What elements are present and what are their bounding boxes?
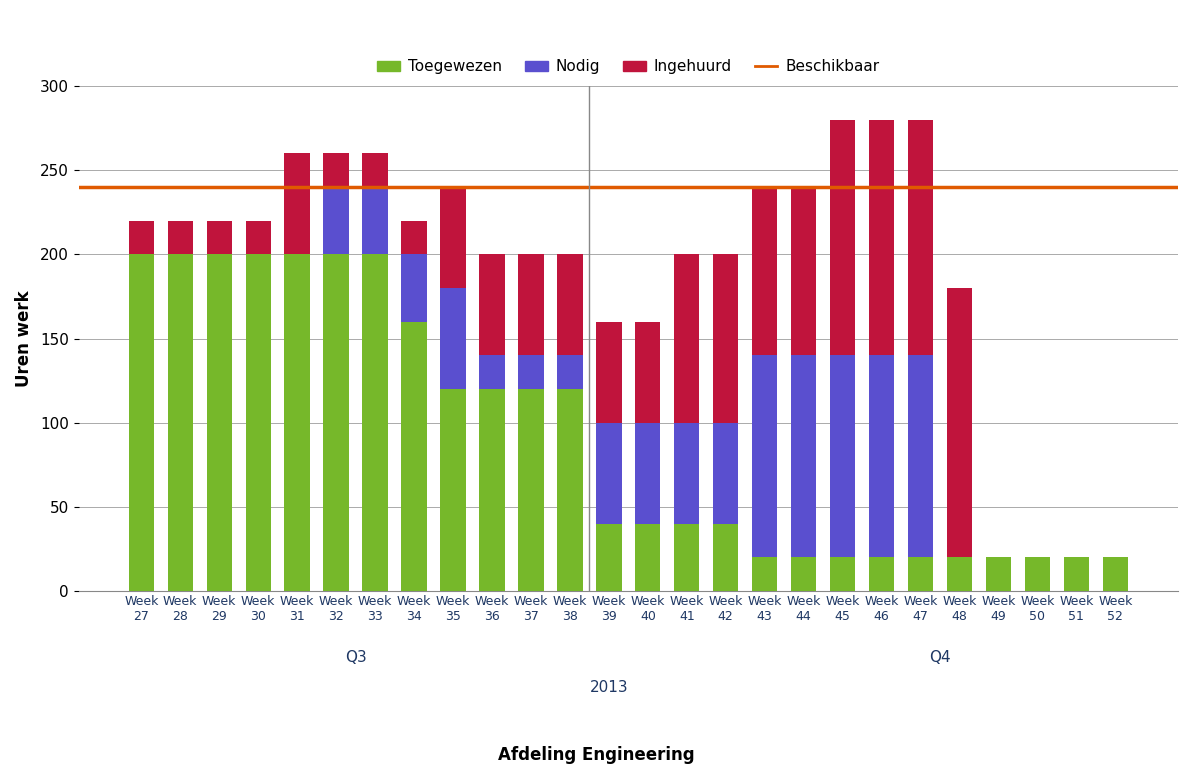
Bar: [1064, 557, 1089, 591]
Bar: [596, 524, 622, 591]
Bar: [830, 356, 855, 557]
Bar: [557, 254, 582, 356]
Bar: [518, 389, 544, 591]
Bar: [557, 356, 582, 389]
Bar: [635, 322, 661, 423]
Bar: [401, 254, 427, 322]
Bar: [206, 254, 231, 591]
Bar: [869, 557, 895, 591]
Y-axis label: Uren werk: Uren werk: [16, 291, 33, 387]
Bar: [791, 557, 816, 591]
Bar: [206, 221, 231, 254]
Text: Q3: Q3: [345, 650, 366, 665]
Bar: [869, 120, 895, 356]
Bar: [596, 423, 622, 524]
Legend: Toegewezen, Nodig, Ingehuurd, Beschikbaar: Toegewezen, Nodig, Ingehuurd, Beschikbaa…: [371, 53, 885, 81]
Text: Afdeling Engineering: Afdeling Engineering: [499, 746, 694, 763]
Bar: [284, 153, 310, 254]
Bar: [401, 221, 427, 254]
Bar: [480, 254, 505, 356]
Bar: [635, 524, 661, 591]
Bar: [518, 356, 544, 389]
Bar: [713, 423, 738, 524]
Bar: [869, 356, 895, 557]
Bar: [791, 187, 816, 356]
Bar: [363, 187, 388, 254]
Bar: [752, 356, 778, 557]
Bar: [674, 423, 699, 524]
Bar: [480, 356, 505, 389]
Text: Q4: Q4: [929, 650, 951, 665]
Bar: [323, 153, 348, 187]
Bar: [947, 557, 972, 591]
Bar: [830, 557, 855, 591]
Bar: [440, 187, 465, 288]
Bar: [1102, 557, 1129, 591]
Bar: [246, 254, 271, 591]
Bar: [752, 557, 778, 591]
Bar: [557, 389, 582, 591]
Bar: [674, 524, 699, 591]
Bar: [908, 356, 933, 557]
Bar: [985, 557, 1012, 591]
Bar: [440, 389, 465, 591]
Bar: [518, 254, 544, 356]
Bar: [713, 254, 738, 423]
Bar: [363, 254, 388, 591]
Bar: [129, 254, 154, 591]
Bar: [674, 254, 699, 423]
Bar: [363, 153, 388, 187]
Bar: [596, 322, 622, 423]
Bar: [947, 288, 972, 557]
Bar: [129, 221, 154, 254]
Bar: [752, 187, 778, 356]
Bar: [246, 221, 271, 254]
Bar: [323, 254, 348, 591]
Bar: [480, 389, 505, 591]
Bar: [167, 254, 193, 591]
Bar: [830, 120, 855, 356]
Bar: [908, 557, 933, 591]
Bar: [440, 288, 465, 389]
Bar: [713, 524, 738, 591]
Bar: [791, 356, 816, 557]
Text: 2013: 2013: [589, 680, 629, 695]
Bar: [323, 187, 348, 254]
Bar: [908, 120, 933, 356]
Bar: [284, 254, 310, 591]
Bar: [167, 221, 193, 254]
Bar: [635, 423, 661, 524]
Bar: [1025, 557, 1050, 591]
Bar: [401, 322, 427, 591]
